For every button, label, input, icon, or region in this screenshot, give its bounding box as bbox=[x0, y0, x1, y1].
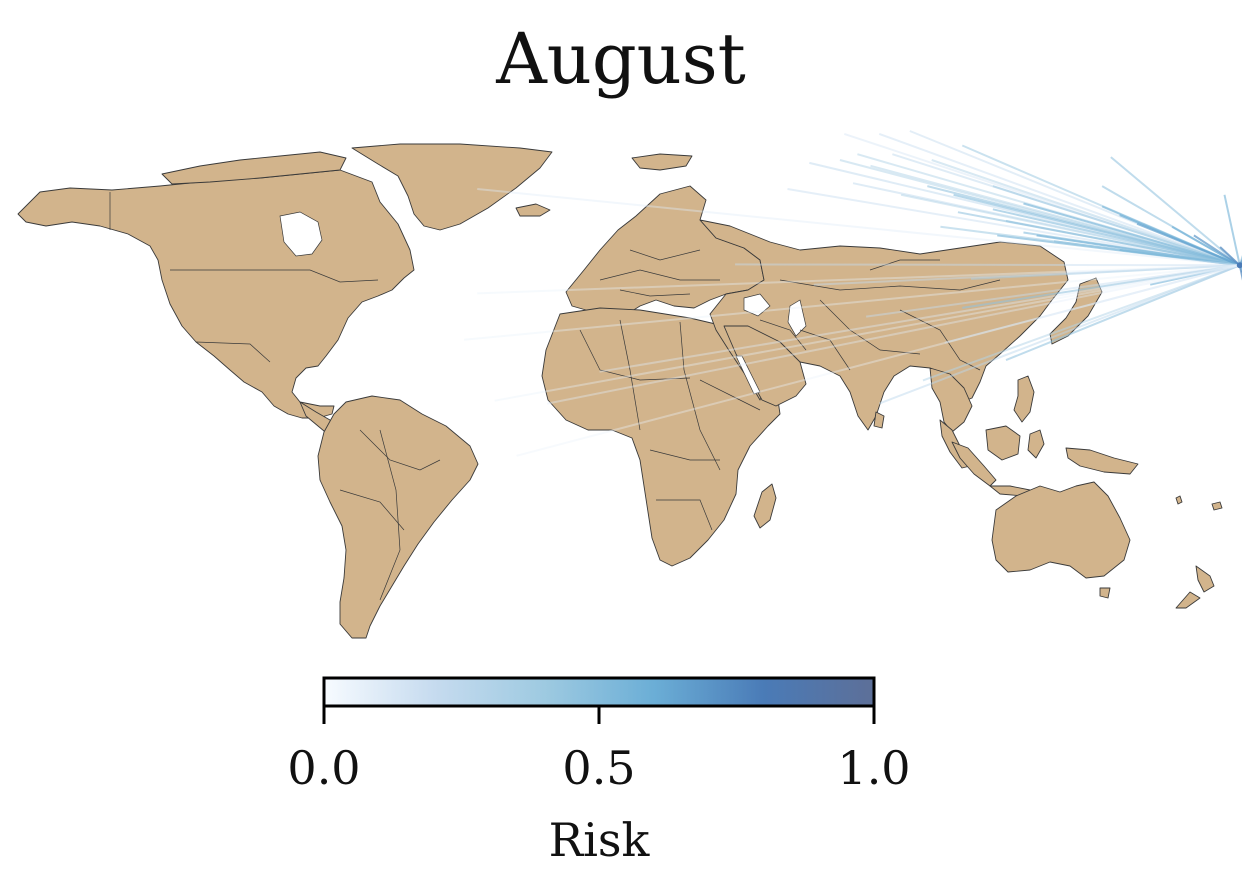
red-sea-gap bbox=[735, 355, 761, 395]
pacific-island-small-2 bbox=[1211, 501, 1223, 511]
hudson-bay bbox=[279, 211, 323, 257]
continents bbox=[17, 143, 1223, 639]
world-map bbox=[17, 130, 1242, 639]
route-line-31 bbox=[1193, 234, 1241, 267]
border-south-america-3 bbox=[379, 429, 401, 601]
route-line-15 bbox=[992, 185, 1241, 267]
route-line-64 bbox=[878, 264, 1241, 405]
border-usa-mexico bbox=[195, 341, 271, 363]
border-canada-usa bbox=[170, 269, 379, 283]
route-line-0 bbox=[878, 132, 1241, 267]
route-line-70 bbox=[599, 264, 1240, 373]
route-line-72 bbox=[494, 264, 1240, 402]
borneo-landmass bbox=[985, 425, 1021, 461]
country-borders bbox=[109, 192, 1001, 601]
colorbar-ticks: 0.0 0.5 1.0 bbox=[287, 706, 911, 795]
route-line-74 bbox=[477, 264, 1240, 295]
route-line-61 bbox=[970, 264, 1240, 280]
arctic-islands-landmass bbox=[161, 151, 347, 185]
border-africa-3 bbox=[679, 321, 721, 471]
border-africa-5 bbox=[656, 499, 713, 531]
australia-landmass bbox=[991, 481, 1131, 579]
map-title: August bbox=[496, 18, 746, 100]
border-asia-3 bbox=[799, 329, 851, 371]
route-line-60 bbox=[962, 264, 1240, 309]
route-line-33 bbox=[1119, 248, 1240, 267]
japan-landmass bbox=[1049, 277, 1103, 345]
border-africa-6 bbox=[699, 379, 761, 411]
route-line-67 bbox=[866, 264, 1240, 318]
route-line-17 bbox=[992, 208, 1241, 267]
border-africa-4 bbox=[649, 449, 720, 461]
border-asia-2 bbox=[819, 299, 921, 355]
new-guinea-landmass bbox=[1065, 447, 1139, 475]
hub-marker bbox=[1236, 262, 1242, 269]
route-line-10 bbox=[787, 188, 1240, 267]
route-line-12 bbox=[900, 193, 1240, 267]
border-asia-4 bbox=[899, 309, 981, 371]
route-line-38 bbox=[1223, 194, 1241, 266]
route-line-27 bbox=[1110, 156, 1241, 267]
north-america-landmass bbox=[17, 169, 415, 419]
route-line-34 bbox=[1219, 246, 1241, 267]
iceland-landmass bbox=[631, 153, 693, 171]
route-line-65 bbox=[813, 264, 1240, 286]
border-africa-2 bbox=[619, 319, 641, 431]
route-line-63 bbox=[922, 264, 1241, 382]
sri-lanka-landmass bbox=[873, 411, 885, 429]
route-line-73 bbox=[516, 264, 1241, 457]
border-south-america-2 bbox=[339, 489, 405, 531]
pacific-island-small bbox=[1175, 495, 1183, 505]
black-caspian-sea bbox=[743, 293, 807, 337]
border-asia-1 bbox=[779, 279, 1001, 291]
route-line-62 bbox=[1005, 264, 1241, 362]
sumatra-landmass bbox=[951, 441, 997, 487]
sulawesi-landmass bbox=[1027, 429, 1045, 459]
border-europe-2 bbox=[629, 249, 701, 261]
route-line-66 bbox=[735, 263, 1240, 267]
greenland-landmass bbox=[351, 143, 553, 231]
arctic-island-small bbox=[515, 203, 551, 217]
risk-routes bbox=[464, 130, 1242, 457]
colorbar-tick-label-0: 0.0 bbox=[287, 741, 360, 795]
route-line-23 bbox=[1005, 219, 1240, 267]
route-line-8 bbox=[931, 159, 1241, 267]
route-line-46 bbox=[1238, 265, 1242, 281]
colorbar-tick-label-2: 1.0 bbox=[837, 741, 910, 795]
route-line-68 bbox=[944, 264, 1241, 344]
border-africa-1 bbox=[579, 329, 691, 381]
route-line-29 bbox=[1136, 222, 1241, 267]
colorbar-tick-label-1: 0.5 bbox=[562, 741, 635, 795]
route-line-75 bbox=[464, 264, 1240, 341]
new-zealand-landmass bbox=[1175, 565, 1215, 609]
madagascar-landmass bbox=[753, 483, 777, 529]
tasmania-landmass bbox=[1099, 587, 1111, 599]
border-europe-1 bbox=[599, 269, 720, 281]
colorbar-label: Risk bbox=[549, 813, 651, 867]
route-line-16 bbox=[1023, 202, 1241, 267]
indochina-landmass bbox=[929, 367, 973, 433]
route-line-71 bbox=[546, 264, 1240, 405]
border-asia-5 bbox=[869, 259, 940, 271]
route-line-69 bbox=[477, 188, 1240, 267]
philippines-landmass bbox=[1013, 375, 1035, 423]
border-europe-3 bbox=[619, 289, 691, 297]
border-asia-6 bbox=[759, 319, 807, 351]
risk-colorbar: 0.0 0.5 1.0 Risk bbox=[287, 676, 911, 867]
asia-landmass bbox=[699, 219, 1069, 431]
border-south-america-1 bbox=[359, 429, 441, 471]
colorbar-gradient bbox=[322, 676, 876, 708]
